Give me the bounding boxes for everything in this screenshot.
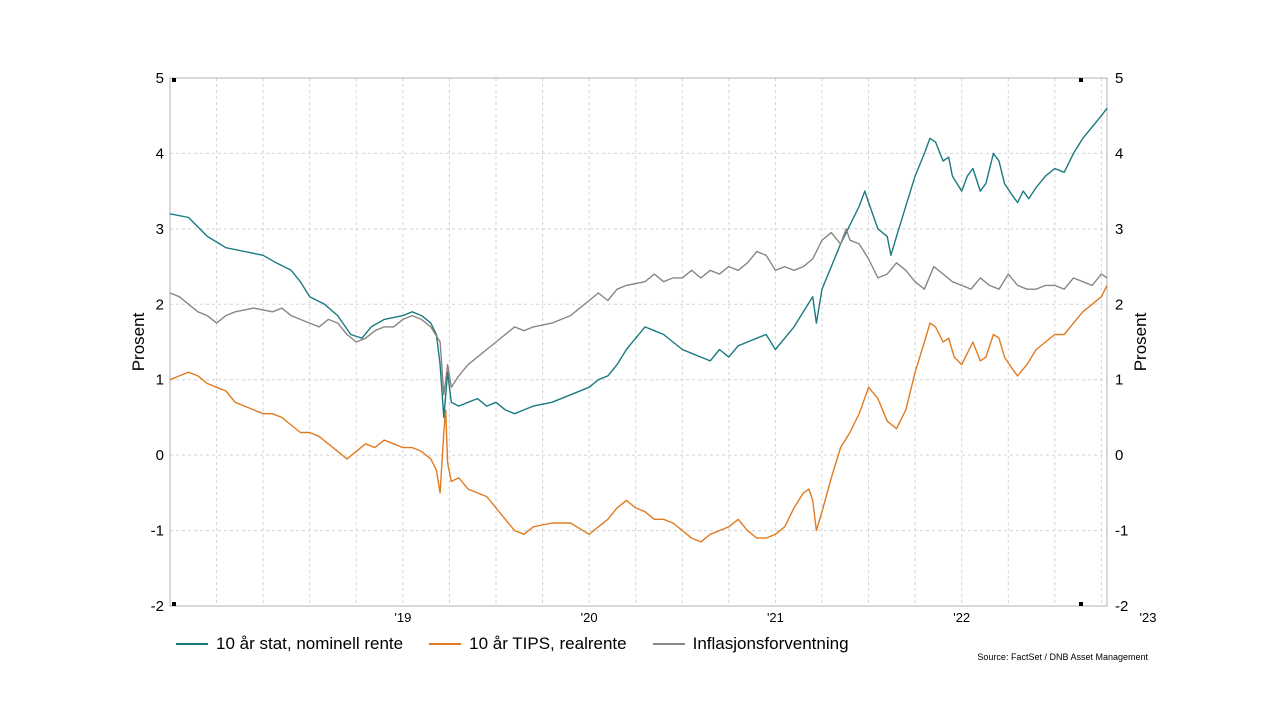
y-axis-left: -2 -1 0 1 2 3 4 5 [151,70,164,615]
y-tick-label-right: 2 [1115,296,1123,313]
series-line-1 [169,107,1108,419]
plot-frame [169,77,1108,607]
y-tick-label-left: 1 [156,372,164,389]
corner-marker [1079,78,1083,82]
y-tick-label-right: 0 [1115,447,1123,464]
series-lines [169,107,1108,543]
corner-marker [172,602,176,606]
y-tick-label-left: -1 [151,523,164,540]
x-tick-label: '21 [767,610,784,625]
y-tick-label-right: 5 [1115,70,1123,87]
y-tick-label-right: -2 [1115,598,1128,615]
legend-label: 10 år stat, nominell rente [216,634,404,653]
y-tick-label-right: 1 [1115,372,1123,389]
legend-swatch [652,643,685,645]
y-tick-label-left: 3 [156,221,164,238]
y-axis-right-title: Prosent [1131,312,1150,371]
y-tick-label-right: 3 [1115,221,1123,238]
legend-label: Inflasjonsforventning [692,634,849,653]
corner-marker [172,78,176,82]
corner-markers [172,78,1083,606]
y-axis-right: -2 -1 0 1 2 3 4 5 [1115,70,1128,615]
source-note: Source: FactSet / DNB Asset Management [977,652,1148,662]
x-tick-label: '22 [953,610,970,625]
legend-label: 10 år TIPS, realrente [469,634,627,653]
y-tick-label-right: -1 [1115,523,1128,540]
x-tick-label: '19 [394,610,411,625]
y-tick-label-right: 4 [1115,145,1123,162]
legend-swatch [176,643,208,645]
y-tick-label-left: 0 [156,447,164,464]
gridlines [169,78,1107,606]
legend-swatch [429,643,462,645]
legend: 10 år stat, nominell rente 10 år TIPS, re… [176,634,849,654]
series-line-2 [169,285,1108,543]
y-tick-label-left: 5 [156,70,164,87]
corner-marker [1079,602,1083,606]
y-axis-left-title: Prosent [129,312,148,371]
y-tick-label-left: 2 [156,296,164,313]
legend-item: 10 år TIPS, realrente [429,634,627,654]
x-axis: '19 '20 '21 '22 '23 [394,610,1156,625]
legend-item: Inflasjonsforventning [652,634,849,654]
x-tick-label: '23 [1140,610,1157,625]
series-line-3 [169,228,1108,396]
x-tick-label: '20 [581,610,598,625]
y-tick-label-left: -2 [151,598,164,615]
y-tick-label-left: 4 [156,145,164,162]
legend-item: 10 år stat, nominell rente [176,634,403,654]
